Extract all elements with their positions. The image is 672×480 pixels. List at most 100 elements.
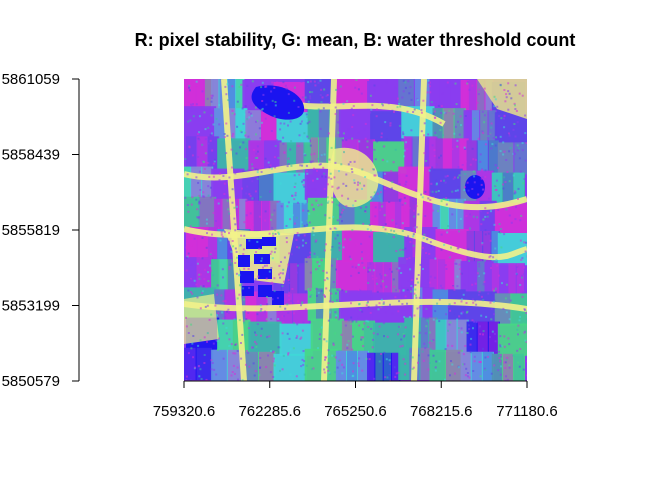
raster-speckle (270, 250, 273, 253)
raster-speckle (367, 320, 370, 323)
raster-speckle (296, 335, 299, 338)
raster-speckle (403, 149, 406, 152)
raster-speckle (481, 243, 484, 246)
raster-speckle (479, 361, 482, 364)
raster-speckle (370, 297, 373, 300)
raster-parcel (307, 197, 341, 230)
raster-speckle (216, 284, 219, 287)
raster-speckle (502, 307, 505, 310)
raster-speckle (478, 262, 481, 265)
raster-speckle (483, 87, 486, 90)
raster-speckle (345, 205, 348, 208)
raster-speckle (403, 316, 406, 318)
raster-speckle (184, 168, 187, 171)
raster-speckle (369, 262, 372, 265)
raster-speckle (323, 88, 326, 91)
raster-speckle (453, 302, 456, 305)
raster-speckle (512, 174, 515, 177)
raster-speckle (264, 117, 267, 120)
raster-speckle (328, 371, 331, 374)
raster-speckle (482, 132, 485, 134)
raster-speckle (252, 149, 255, 151)
raster-speckle (384, 228, 387, 231)
raster-speckle (515, 110, 518, 112)
raster-speckle (244, 131, 247, 134)
raster-speckle (322, 107, 325, 110)
raster-speckle (198, 138, 201, 141)
raster-speckle (498, 357, 501, 360)
raster-speckle (410, 129, 413, 132)
raster-speckle (502, 141, 505, 144)
raster-strip (440, 79, 451, 111)
raster-speckle (418, 306, 421, 309)
raster-speckle (254, 190, 257, 193)
raster-speckle (222, 322, 225, 325)
raster-parcel (211, 349, 245, 381)
raster-speckle (291, 194, 294, 197)
raster-speckle (251, 223, 254, 226)
raster-speckle (185, 316, 187, 319)
raster-speckle (187, 352, 190, 355)
raster-speckle (473, 117, 476, 120)
raster-speckle (492, 256, 495, 259)
raster-speckle (371, 277, 374, 280)
raster-speckle (464, 115, 467, 117)
raster-speckle (354, 86, 357, 89)
y-tick-label: 5850579 (2, 373, 60, 390)
raster-speckle (328, 158, 331, 161)
raster-strip (319, 137, 327, 170)
raster-speckle (521, 291, 524, 294)
raster-speckle (329, 227, 332, 230)
raster-speckle (245, 214, 248, 217)
raster-speckle (402, 90, 405, 93)
raster-speckle (351, 348, 354, 351)
raster-speckle (232, 245, 235, 248)
raster-speckle (324, 191, 327, 194)
raster-speckle (416, 99, 419, 101)
raster-strip (370, 201, 378, 234)
raster-speckle (462, 293, 465, 296)
raster-speckle (464, 160, 467, 163)
raster-parcel (273, 353, 307, 381)
raster-speckle (292, 347, 295, 350)
raster-speckle (251, 346, 254, 349)
raster-speckle (354, 200, 357, 202)
raster-speckle (478, 361, 481, 363)
raster-speckle (519, 348, 522, 350)
raster-speckle (355, 79, 358, 81)
raster-speckle (329, 172, 332, 175)
raster-speckle (298, 246, 301, 249)
raster-speckle (486, 355, 489, 358)
raster-speckle (245, 148, 248, 151)
raster-speckle (293, 198, 296, 201)
raster-speckle (491, 330, 494, 333)
raster-speckle (204, 152, 207, 155)
raster-speckle (221, 311, 224, 314)
raster-speckle (371, 274, 374, 277)
raster-strip (211, 349, 227, 381)
raster-speckle (339, 215, 342, 218)
raster-speckle (284, 307, 287, 310)
raster-speckle (362, 252, 365, 255)
raster-speckle (428, 190, 431, 193)
raster-speckle (326, 278, 329, 281)
raster-speckle (351, 320, 354, 323)
raster-speckle (296, 323, 299, 326)
raster-speckle (465, 367, 468, 370)
raster-speckle (457, 366, 460, 369)
raster-speckle (380, 132, 383, 135)
raster-speckle (192, 356, 195, 359)
raster-speckle (469, 343, 472, 346)
raster-speckle (198, 200, 201, 203)
raster-speckle (482, 333, 484, 336)
raster-speckle (521, 276, 523, 279)
raster-speckle (243, 321, 246, 324)
raster-speckle (434, 131, 437, 134)
raster-speckle (269, 253, 272, 255)
raster-strip (426, 196, 434, 229)
raster-speckle (271, 99, 274, 102)
raster-parcel (429, 168, 463, 201)
raster-speckle (324, 358, 326, 361)
raster-speckle (388, 359, 391, 362)
raster-speckle (303, 152, 306, 155)
